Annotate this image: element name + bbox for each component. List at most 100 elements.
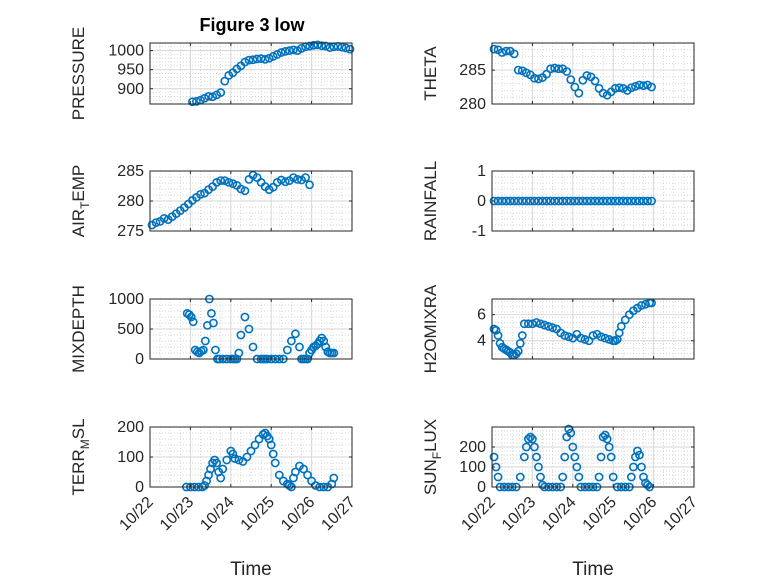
data-point	[635, 450, 644, 460]
data-point	[329, 473, 339, 483]
data-point	[321, 41, 331, 51]
y-tick-label: -1	[472, 223, 486, 240]
data-point	[291, 467, 300, 477]
data-point	[534, 196, 543, 206]
data-point	[305, 41, 314, 51]
data-point	[635, 196, 644, 206]
data-point	[576, 333, 586, 343]
subplot-4: -1 0 1 RAINFALL	[421, 161, 695, 241]
data-point	[626, 196, 636, 206]
y-tick-label: 280	[117, 193, 144, 210]
data-point	[295, 342, 304, 352]
data-point	[647, 82, 656, 92]
data-point	[493, 331, 503, 340]
data-point	[602, 434, 612, 444]
y-axis-label: THETA	[421, 46, 440, 101]
y-tick-label: 0	[477, 193, 486, 210]
y-tick-label: 0	[135, 479, 144, 496]
y-axis-label-tail: LUX	[421, 419, 440, 452]
data-point	[489, 196, 499, 206]
x-axis-label: Time	[572, 559, 614, 580]
data-point	[588, 331, 598, 340]
data-point	[297, 43, 306, 53]
data-point	[590, 196, 600, 206]
data-point	[341, 43, 351, 53]
data-point	[236, 330, 246, 340]
data-point	[517, 196, 527, 206]
data-point	[532, 318, 541, 327]
data-point	[596, 332, 606, 342]
data-point	[562, 67, 572, 76]
data-point	[209, 318, 218, 328]
data-point	[188, 97, 197, 107]
data-point	[602, 196, 612, 206]
data-point	[493, 472, 503, 482]
data-point	[564, 332, 574, 342]
data-point	[313, 40, 323, 50]
data-point	[204, 91, 213, 101]
data-point	[198, 345, 208, 355]
y-tick-label: 280	[459, 96, 486, 113]
data-point	[184, 310, 194, 319]
data-point	[517, 331, 527, 340]
data-point	[301, 173, 310, 182]
y-axis-label-subscript: M	[78, 439, 92, 449]
data-point	[586, 196, 596, 206]
data-point	[274, 470, 284, 480]
data-point	[246, 446, 256, 456]
data-point	[293, 174, 302, 184]
data-point	[626, 472, 636, 482]
y-axis-label: AIRTEMP	[69, 165, 92, 238]
subplot-5: 0 500 1000 MIXDEPTH	[69, 285, 353, 373]
data-point	[608, 472, 618, 482]
data-point	[622, 196, 632, 206]
data-point	[643, 196, 652, 206]
data-point	[230, 454, 240, 463]
y-axis-label-subscript: F	[430, 452, 444, 459]
data-point	[501, 196, 511, 206]
data-point	[536, 472, 545, 482]
data-point	[554, 64, 564, 74]
data-point	[629, 462, 638, 472]
data-point	[616, 321, 626, 331]
data-point	[525, 432, 535, 442]
data-point	[544, 321, 553, 331]
data-point	[540, 320, 549, 330]
y-tick-label: 275	[117, 223, 144, 240]
y-tick-label: 1000	[108, 291, 144, 308]
data-point	[521, 196, 531, 206]
y-axis-label-main: THETA	[421, 46, 440, 101]
data-point	[528, 319, 537, 329]
data-point	[228, 179, 238, 188]
data-point	[647, 196, 656, 206]
data-point	[224, 177, 234, 187]
y-axis-label: TERRMSL	[69, 418, 92, 495]
data-point	[610, 196, 620, 206]
data-point	[528, 434, 537, 444]
data-point	[600, 333, 610, 343]
data-point	[546, 196, 555, 206]
data-point	[216, 473, 226, 483]
y-tick-label: 100	[459, 459, 486, 476]
data-point	[489, 452, 499, 462]
y-axis-label-tail: SL	[69, 418, 88, 439]
data-point	[562, 196, 572, 206]
data-point	[211, 345, 220, 355]
data-point	[240, 312, 250, 322]
data-point	[325, 43, 335, 52]
data-point	[501, 46, 511, 56]
data-point	[542, 69, 551, 79]
data-point	[270, 458, 280, 468]
data-point	[606, 452, 616, 462]
y-tick-label: 285	[117, 163, 144, 180]
data-point	[489, 44, 499, 54]
y-tick-label: 6	[477, 307, 486, 324]
data-point	[558, 196, 568, 206]
data-point	[610, 84, 620, 93]
data-point	[523, 434, 533, 444]
y-tick-label: 4	[477, 333, 486, 350]
data-point	[159, 213, 169, 223]
data-point	[536, 319, 545, 329]
data-point	[534, 74, 543, 84]
